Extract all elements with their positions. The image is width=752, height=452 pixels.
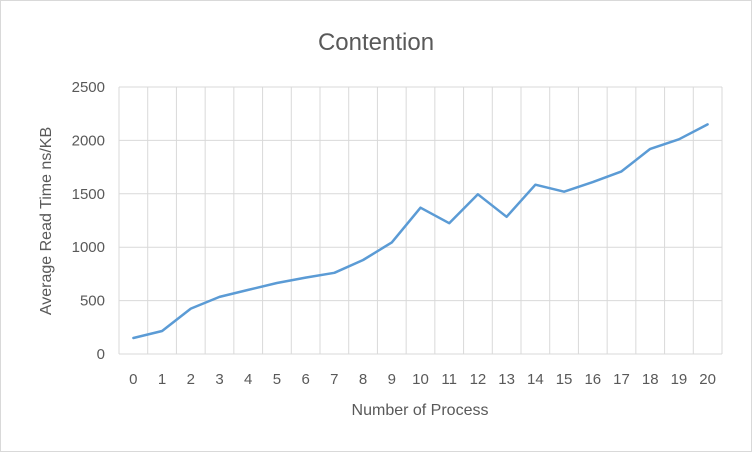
grid [118,86,723,355]
x-tick-label: 19 [671,371,688,388]
x-tick-label: 15 [556,371,573,388]
x-tick-label: 16 [584,371,601,388]
x-tick-label: 2 [187,371,195,388]
x-tick-label: 6 [301,371,309,388]
x-tick-label: 13 [498,371,515,388]
x-tick-label: 9 [388,371,396,388]
chart-title: Contention [318,29,434,56]
x-tick-label: 1 [158,371,166,388]
x-tick-label: 3 [215,371,223,388]
x-tick-label: 14 [527,371,544,388]
x-tick-label: 20 [699,371,716,388]
x-tick-label: 0 [129,371,137,388]
x-tick-label: 4 [244,371,252,388]
y-tick-label: 1500 [72,186,105,203]
y-axis-label: Average Read Time ns/KB [38,127,55,315]
y-tick-label: 2500 [72,79,105,96]
y-tick-label: 500 [80,293,105,310]
x-tick-label: 8 [359,371,367,388]
x-tick-label: 17 [613,371,630,388]
y-tick-label: 1000 [72,239,105,256]
x-tick-label: 18 [642,371,659,388]
y-axis-ticks: 0 500 1000 1500 2000 2500 [72,79,105,363]
x-axis-ticks: 0 1 2 3 4 5 6 7 8 9 10 11 12 13 14 15 16 17 18 19 20 [129,371,716,388]
series-line [132,123,709,340]
x-axis-label: Number of Process [352,402,489,419]
x-tick-label: 10 [412,371,429,388]
y-tick-label: 2000 [72,132,105,149]
y-tick-label: 0 [97,346,105,363]
x-tick-label: 5 [273,371,281,388]
x-tick-label: 11 [441,371,457,388]
x-tick-label: 7 [330,371,338,388]
x-tick-label: 12 [470,371,487,388]
